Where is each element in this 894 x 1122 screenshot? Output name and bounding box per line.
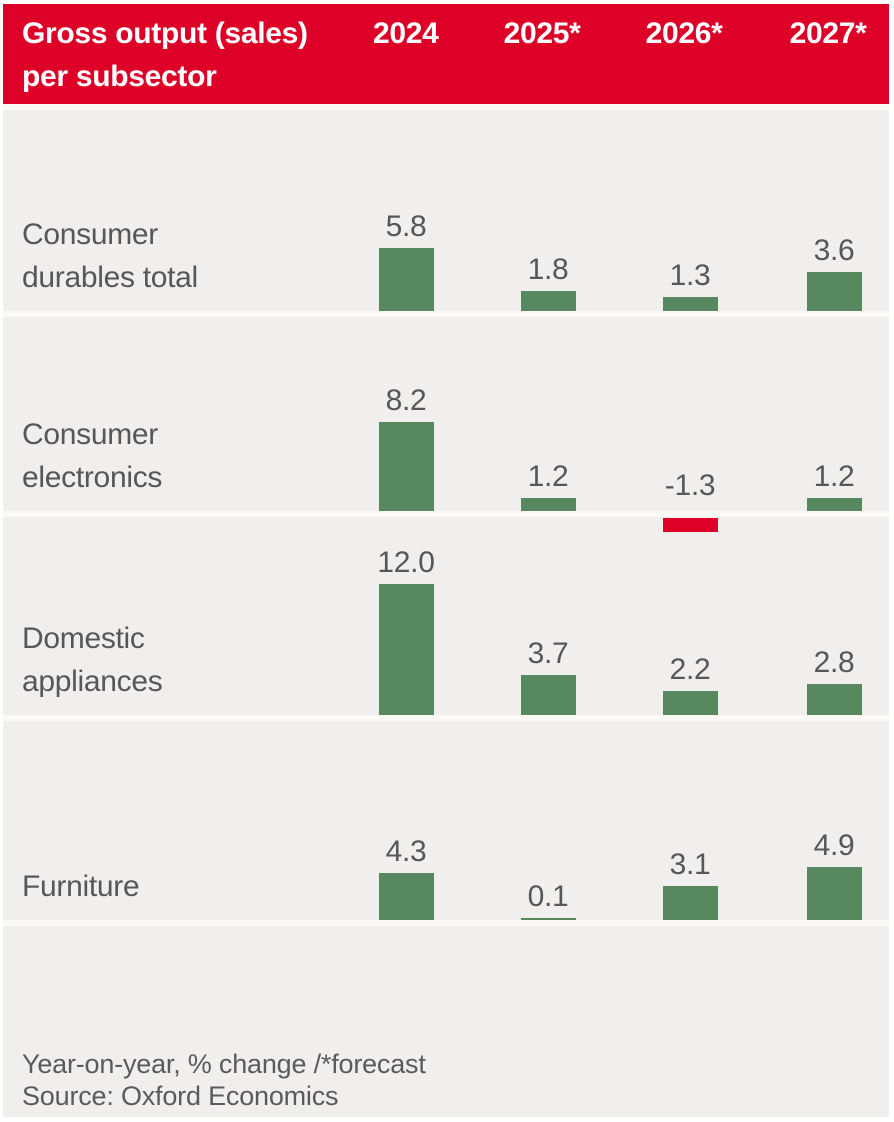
bar <box>806 272 862 311</box>
row-label: Consumer electronics <box>22 413 162 499</box>
value-label: 1.2 <box>527 460 569 493</box>
value-label: 0.1 <box>527 880 569 913</box>
value-label: 3.1 <box>669 848 711 881</box>
row-label-line: appliances <box>22 665 163 698</box>
bar <box>520 675 576 715</box>
row-divider <box>0 715 894 721</box>
row-label: Consumer durables total <box>22 213 198 299</box>
value-label: 12.0 <box>377 546 435 579</box>
column-header: 2024 <box>372 17 439 50</box>
value-label: 4.3 <box>385 835 427 868</box>
bar <box>520 291 576 311</box>
value-label: 1.8 <box>527 253 569 286</box>
row-divider <box>0 920 894 926</box>
column-header: 2027* <box>789 17 867 50</box>
row-label: Furniture <box>22 865 140 908</box>
frame-edge-bottom <box>0 1117 894 1122</box>
value-label: 4.9 <box>813 829 855 862</box>
bar <box>520 918 576 920</box>
bar <box>806 498 862 511</box>
frame-edge-right <box>889 0 894 1122</box>
row-label-line: Consumer <box>22 218 158 251</box>
chart-title-line2: per subsector <box>22 60 217 93</box>
bar <box>662 297 718 311</box>
chart-title-line1: Gross output (sales) <box>22 17 308 50</box>
footnote: Year-on-year, % change /*forecast <box>22 1049 426 1079</box>
row-label: Domestic appliances <box>22 617 163 703</box>
bar <box>662 886 718 920</box>
row-label-line: Consumer <box>22 418 158 451</box>
bar <box>378 584 434 715</box>
row-label-line: electronics <box>22 461 163 494</box>
row-label-line: Domestic <box>22 622 145 655</box>
value-label: 3.7 <box>527 637 569 670</box>
row-label-line: durables total <box>22 261 198 294</box>
value-label: 5.8 <box>385 210 427 243</box>
row-divider <box>0 311 894 317</box>
row-divider <box>0 104 894 110</box>
frame-edge-top <box>0 0 894 4</box>
source-credit: Source: Oxford Economics <box>22 1081 339 1111</box>
value-label: -1.3 <box>664 469 716 502</box>
column-header: 2025* <box>503 17 581 50</box>
row-label-line: Furniture <box>22 870 140 903</box>
bar <box>520 498 576 511</box>
bar <box>806 684 862 715</box>
bar-negative <box>662 518 718 532</box>
frame-edge-left <box>0 0 3 1122</box>
column-header: 2026* <box>645 17 723 50</box>
bar <box>806 867 862 920</box>
value-label: 2.2 <box>669 653 711 686</box>
bar <box>662 691 718 715</box>
chart-header: Gross output (sales) per subsector 2024 2… <box>0 4 894 104</box>
bar <box>378 873 434 920</box>
value-label: 1.2 <box>813 460 855 493</box>
value-label: 2.8 <box>813 646 855 679</box>
value-label: 1.3 <box>669 259 711 292</box>
value-label: 8.2 <box>385 384 427 417</box>
row-divider <box>0 511 894 517</box>
value-label: 3.6 <box>813 234 855 267</box>
chart-title: Gross output (sales) per subsector <box>22 12 308 98</box>
bar <box>378 422 434 511</box>
bar <box>378 248 434 311</box>
